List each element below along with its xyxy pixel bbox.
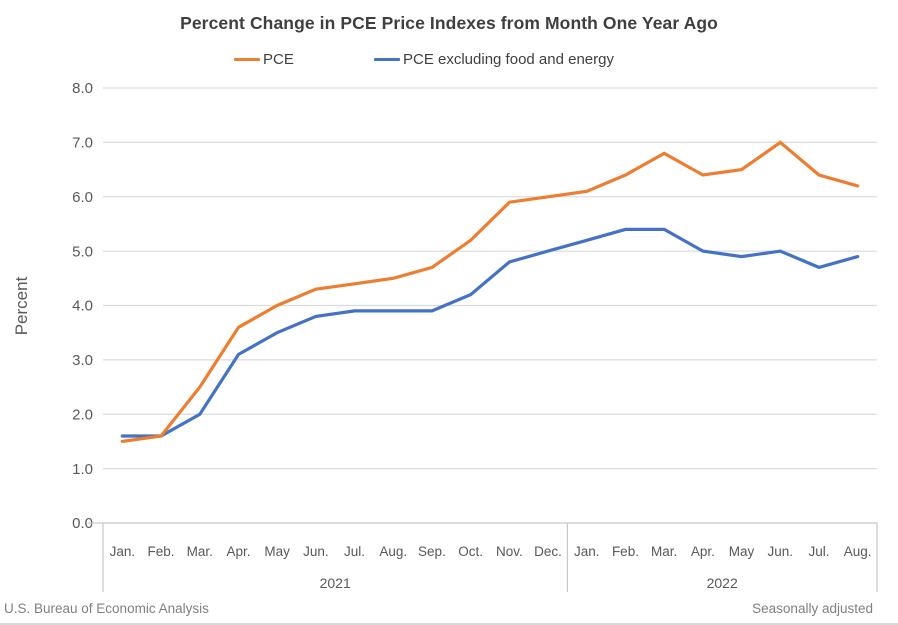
chart-title: Percent Change in PCE Price Indexes from… [180, 13, 718, 33]
month-tick-label: Jan. [574, 544, 600, 559]
month-tick-label: May [729, 544, 755, 559]
y-tick-label: 0.0 [72, 515, 93, 532]
y-tick-label: 5.0 [72, 243, 93, 260]
month-tick-label: Apr. [691, 544, 715, 559]
month-tick-label: Mar. [651, 544, 677, 559]
pce-line-marker-icon [234, 57, 260, 62]
month-tick-label: Jun. [303, 544, 329, 559]
y-tick-label: 4.0 [72, 298, 93, 315]
month-tick-label: Apr. [226, 544, 250, 559]
year-label: 2021 [320, 575, 351, 591]
month-tick-label: Jul. [808, 544, 829, 559]
month-tick-label: Aug. [844, 544, 872, 559]
y-tick-label: 8.0 [72, 80, 93, 97]
y-tick-label: 2.0 [72, 406, 93, 423]
month-tick-label: Feb. [148, 544, 175, 559]
month-tick-label: Nov. [496, 544, 523, 559]
month-tick-label: Dec. [534, 544, 562, 559]
month-tick-label: Jun. [767, 544, 793, 559]
source-attribution: U.S. Bureau of Economic Analysis [4, 601, 209, 616]
month-tick-label: Oct. [458, 544, 483, 559]
y-tick-label: 7.0 [72, 135, 93, 152]
core-pce-series-line [120, 227, 860, 438]
legend-label-core-pce: PCE excluding food and energy [403, 51, 614, 68]
legend-item-pce: PCE [234, 51, 294, 68]
month-tick-label: Feb. [612, 544, 639, 559]
y-tick-label: 1.0 [72, 461, 93, 478]
month-tick-label: Sep. [418, 544, 446, 559]
legend-label-pce: PCE [263, 51, 294, 68]
legend-item-core-pce: PCE excluding food and energy [374, 51, 614, 68]
year-label: 2022 [707, 575, 738, 591]
y-tick-label: 6.0 [72, 189, 93, 206]
month-tick-label: Aug. [379, 544, 407, 559]
y-tick-label: 3.0 [72, 352, 93, 369]
month-tick-label: Jul. [344, 544, 365, 559]
pce-series-line [120, 140, 860, 443]
y-axis-title: Percent [12, 276, 31, 335]
core-pce-line-marker-icon [374, 57, 400, 62]
month-tick-label: May [264, 544, 290, 559]
month-tick-label: Mar. [187, 544, 213, 559]
month-tick-label: Jan. [110, 544, 136, 559]
seasonal-adjustment-note: Seasonally adjusted [752, 601, 873, 616]
